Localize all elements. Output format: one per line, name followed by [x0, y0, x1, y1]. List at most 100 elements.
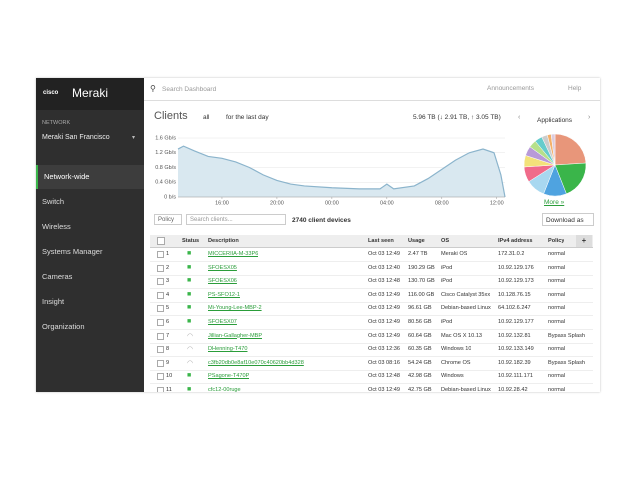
- row-border: [150, 383, 593, 385]
- client-link[interactable]: DHenning-T470: [208, 346, 248, 353]
- row-number: 1: [166, 251, 170, 257]
- row-number: 6: [166, 319, 170, 325]
- row-cell: Oct 03 08:16: [368, 359, 401, 366]
- filter-all[interactable]: all: [203, 114, 210, 121]
- client-link[interactable]: PSagone-T470P: [208, 373, 250, 380]
- column-header[interactable]: Description: [208, 238, 239, 244]
- row-cell: 10.92.182.39: [498, 359, 531, 366]
- help[interactable]: Help: [568, 85, 582, 92]
- row-number: 9: [166, 359, 170, 366]
- client-link[interactable]: SFOESX05: [208, 264, 237, 271]
- next-arrow[interactable]: ›: [588, 114, 591, 121]
- logo-bar: [36, 78, 144, 110]
- add-column[interactable]: +: [576, 235, 592, 247]
- row-cell: Debian-based Linux: [441, 387, 491, 392]
- search-dashboard[interactable]: Search Dashboard: [162, 86, 217, 93]
- row-cell: 10.92.132.81: [498, 332, 531, 339]
- column-header[interactable]: Status: [182, 238, 200, 244]
- row-checkbox[interactable]: [157, 305, 164, 313]
- row-cell: 60.35 GB: [408, 346, 432, 353]
- row-number: 7: [166, 332, 170, 339]
- announcements[interactable]: Announcements: [487, 85, 534, 92]
- status-wired: ■: [187, 318, 192, 325]
- row-number: 3: [166, 278, 170, 285]
- column-header[interactable]: IPv4 address: [498, 238, 533, 244]
- row-cell: Oct 03 12:49: [368, 251, 401, 257]
- status-wireless: ◠: [187, 332, 194, 340]
- period-select[interactable]: for the last day: [226, 114, 269, 121]
- row-cell: 10.92.129.176: [498, 264, 534, 271]
- row-cell: Oct 03 12:36: [368, 346, 401, 353]
- clients-title: Clients: [154, 110, 188, 122]
- sidebar: [36, 78, 144, 392]
- menu-item[interactable]: Organization: [42, 322, 85, 331]
- menu-item[interactable]: Network-wide: [36, 165, 144, 189]
- search-clients[interactable]: Search clients...: [186, 214, 286, 225]
- download-button[interactable]: Download as: [542, 213, 594, 226]
- row-checkbox[interactable]: [157, 278, 164, 286]
- row-cell: iPod: [441, 278, 453, 285]
- row-cell: Mac OS X 10.13: [441, 332, 483, 339]
- row-checkbox[interactable]: [157, 251, 164, 258]
- row-cell: 172.31.0.2: [498, 251, 525, 257]
- network-select[interactable]: Meraki San Francisco: [42, 134, 110, 141]
- status-wired: ■: [187, 290, 192, 298]
- client-link[interactable]: PS-SFO12-1: [208, 291, 241, 298]
- row-checkbox[interactable]: [157, 291, 164, 299]
- row-cell: 130.70 GB: [408, 278, 435, 285]
- row-cell: Oct 03 12:49: [368, 387, 401, 392]
- row-number: 8: [166, 346, 170, 353]
- row-checkbox[interactable]: [157, 373, 164, 381]
- status-wired: ■: [187, 372, 192, 380]
- row-checkbox[interactable]: [157, 346, 164, 354]
- status-wired: ■: [187, 250, 192, 257]
- dashboard: cisco Meraki NETWORK Meraki San Francisc…: [36, 78, 600, 392]
- client-link[interactable]: MICCERIIA-M-33P6: [208, 251, 259, 257]
- row-border: [150, 369, 593, 371]
- row-checkbox[interactable]: [157, 264, 164, 272]
- menu-item[interactable]: Switch: [42, 197, 65, 206]
- menu-item[interactable]: Cameras: [42, 272, 73, 281]
- column-header[interactable]: OS: [441, 238, 450, 244]
- network-label: NETWORK: [42, 120, 71, 126]
- row-cell: 10.128.76.15: [498, 291, 531, 298]
- row-cell: Meraki OS: [441, 251, 468, 257]
- prev-arrow[interactable]: ‹: [518, 114, 521, 121]
- row-number: 4: [166, 291, 170, 298]
- column-header[interactable]: Policy: [548, 238, 565, 244]
- row-cell: 54.24 GB: [408, 359, 432, 366]
- row-border: [150, 356, 593, 358]
- menu-item[interactable]: Systems Manager: [42, 247, 103, 256]
- status-wired: ■: [187, 277, 192, 285]
- row-checkbox[interactable]: [157, 387, 164, 392]
- row-checkbox[interactable]: [157, 359, 164, 367]
- status-wired: ■: [187, 386, 192, 392]
- client-link[interactable]: SFOESX07: [208, 319, 237, 325]
- row-cell: Bypass Splash: [548, 332, 586, 339]
- row-cell: normal: [548, 278, 566, 285]
- row-cell: 2.47 TB: [408, 251, 428, 257]
- menu-item[interactable]: Insight: [42, 297, 65, 306]
- status-wireless: ◠: [187, 359, 194, 367]
- row-cell: Windows: [441, 373, 464, 380]
- client-link[interactable]: cfc12-00ruge: [208, 387, 241, 392]
- more-link[interactable]: More »: [544, 199, 565, 206]
- menu-item[interactable]: Wireless: [42, 222, 71, 231]
- client-link[interactable]: SFOESX06: [208, 278, 237, 285]
- row-cell: Bypass Splash: [548, 359, 586, 366]
- row-cell: Oct 03 12:49: [368, 319, 401, 325]
- row-checkbox[interactable]: [157, 319, 164, 326]
- policy-button[interactable]: Policy: [154, 214, 182, 225]
- select-all[interactable]: [157, 237, 165, 245]
- row-cell: 42.75 GB: [408, 387, 432, 392]
- client-link[interactable]: c3fb20db0e8af10e070c40620bb4d328: [208, 359, 304, 366]
- row-cell: 10.92.28.42: [498, 387, 528, 392]
- client-link[interactable]: Jillian-Gallagher-MBP: [208, 332, 263, 339]
- column-header[interactable]: Last seen: [368, 238, 394, 244]
- row-border: [150, 315, 593, 317]
- row-cell: normal: [548, 346, 566, 353]
- row-checkbox[interactable]: [157, 332, 164, 340]
- topbar: [144, 78, 600, 101]
- client-link[interactable]: Mi-Young-Lee-MBP-2: [208, 305, 262, 312]
- column-header[interactable]: Usage: [408, 238, 425, 244]
